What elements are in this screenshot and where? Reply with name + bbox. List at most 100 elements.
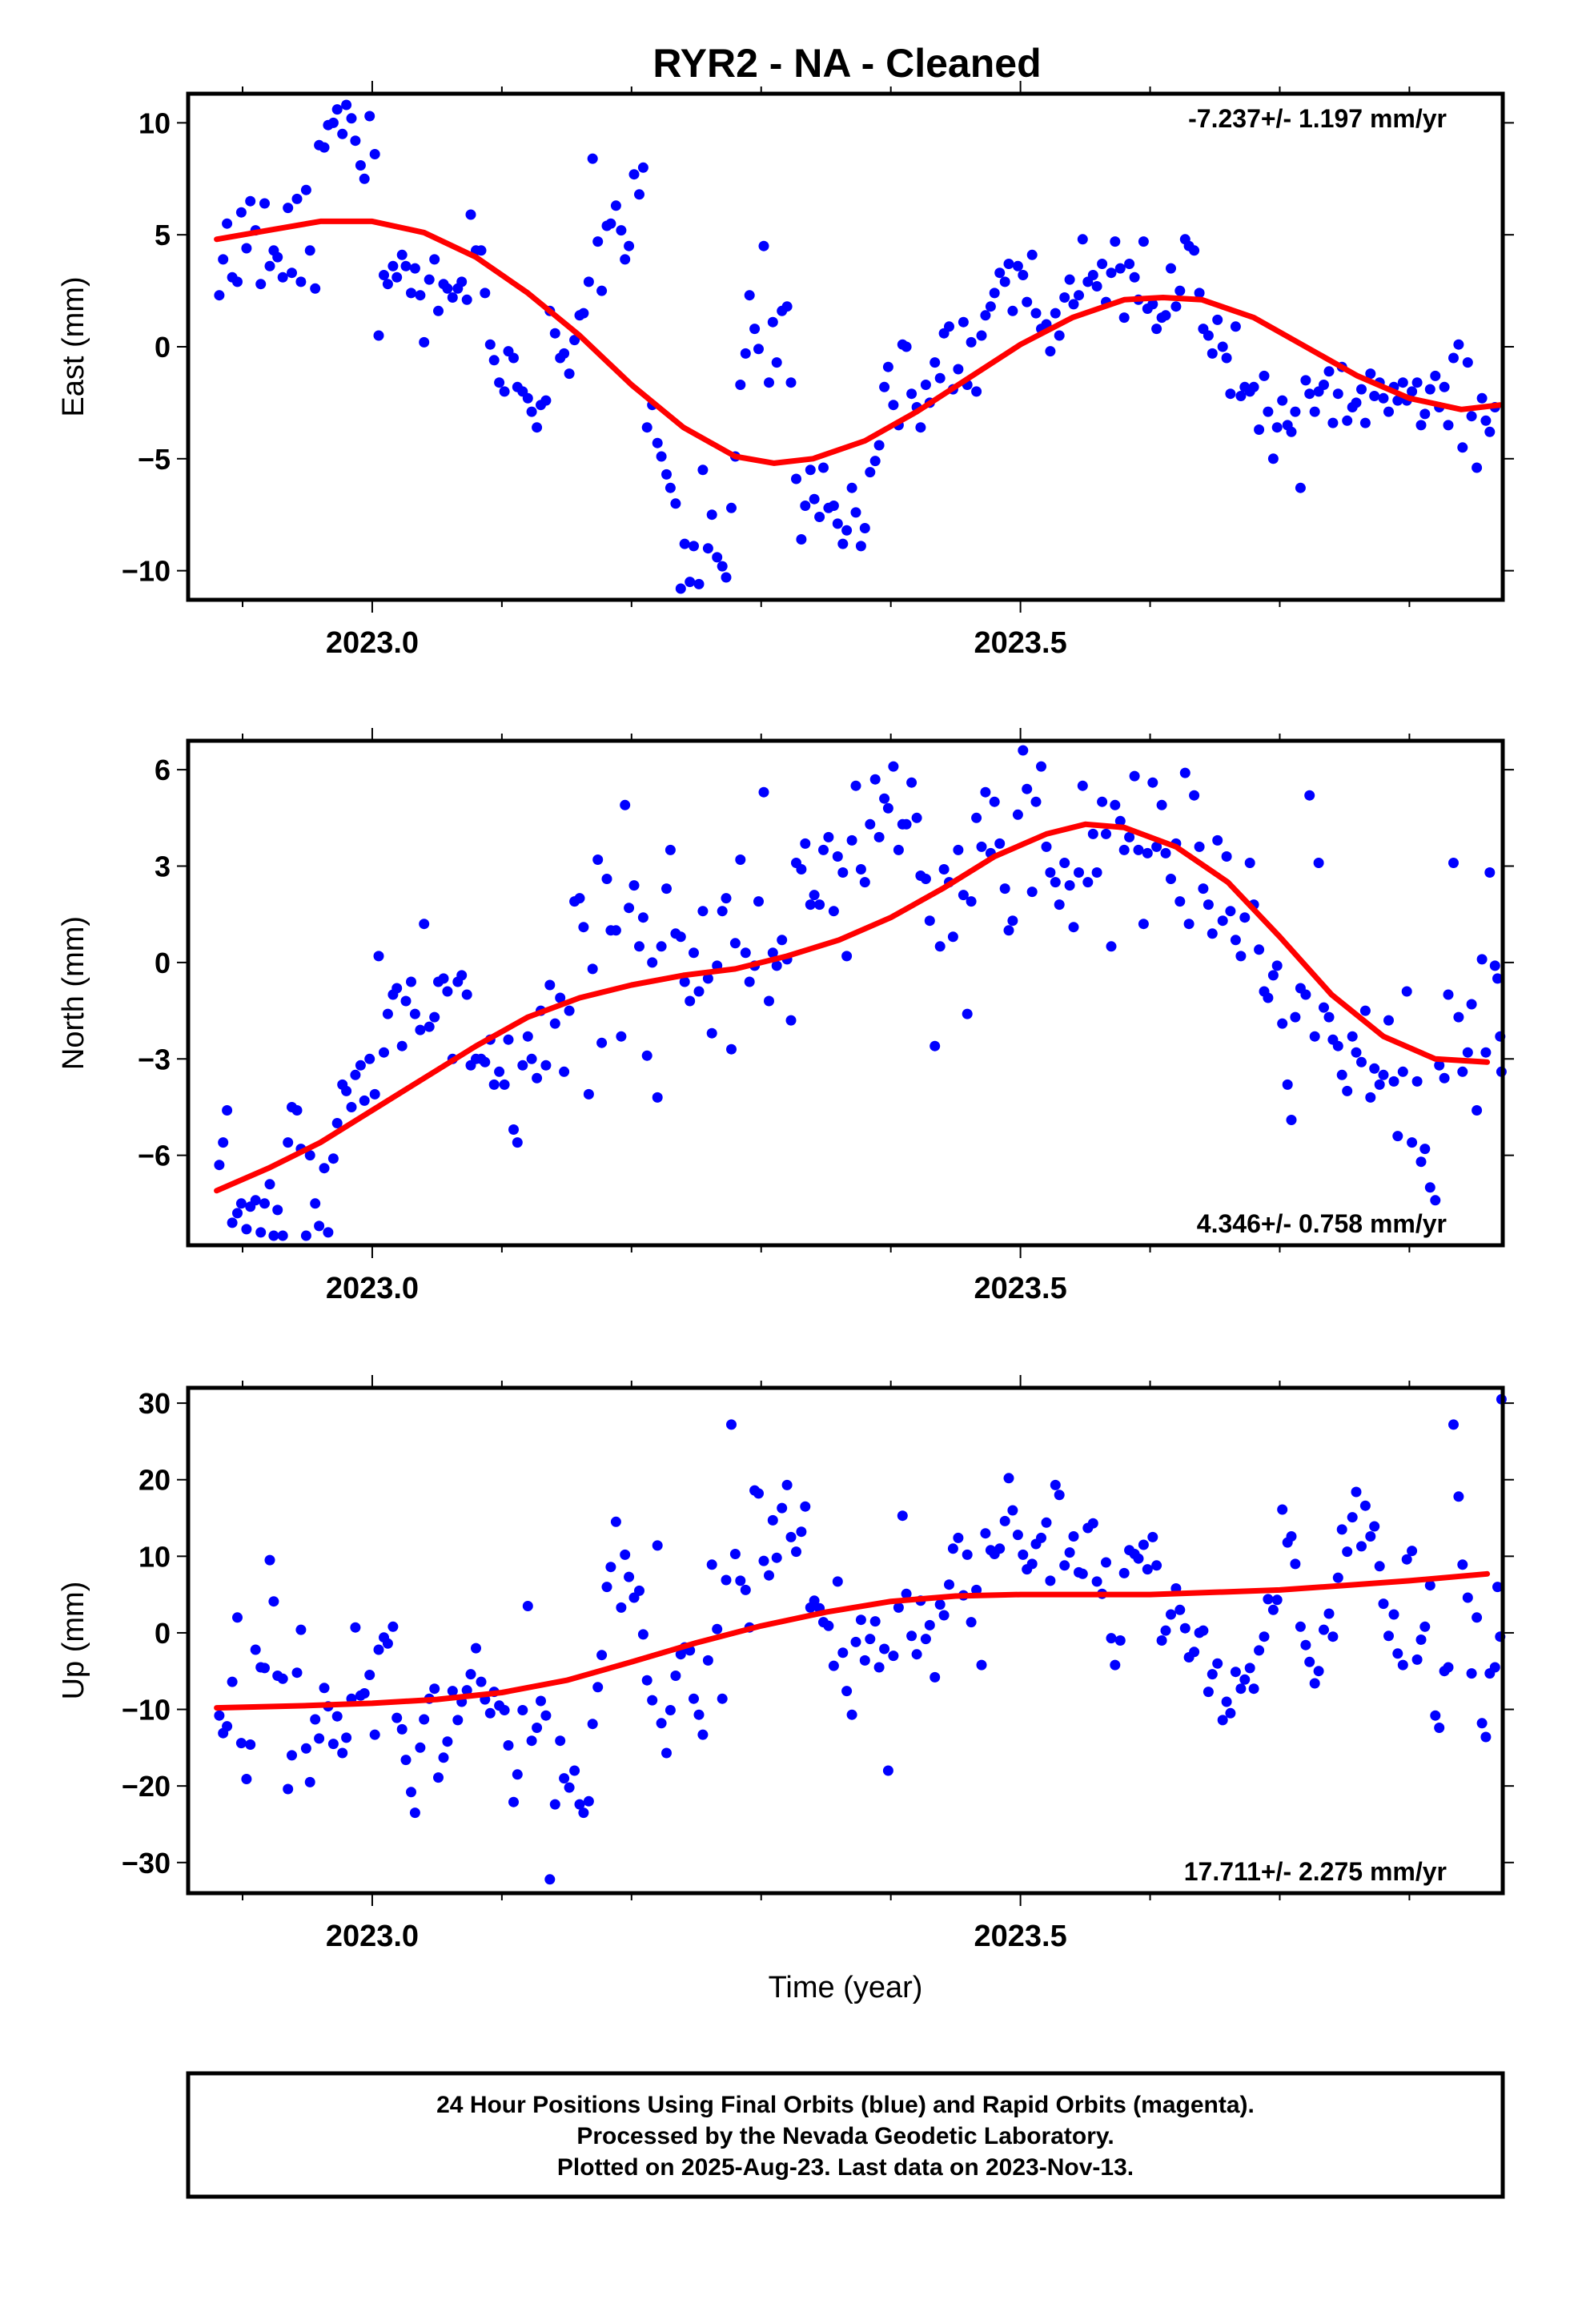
north-data-point [1374,1079,1385,1090]
north-data-point [1263,992,1274,1003]
up-data-point [717,1693,728,1704]
north-data-point [379,1047,389,1058]
up-data-point [1198,1625,1209,1636]
up-data-point [652,1540,663,1551]
east-data-point [1462,357,1473,368]
north-data-point [319,1163,330,1174]
north-data-point [512,1137,523,1148]
north-data-point [310,1198,321,1209]
up-data-point [1462,1592,1473,1603]
up-data-point [291,1667,303,1679]
up-data-point [740,1584,751,1595]
north-data-point [616,1031,627,1042]
east-data-point [934,372,946,384]
east-data-point [873,440,885,451]
up-data-point [1457,1559,1468,1570]
east-data-point [869,456,881,467]
north-data-point [873,831,885,842]
north-y-axis-label: North (mm) [57,916,90,1070]
up-data-point [337,1747,348,1759]
up-frame [186,1385,1505,1896]
east-x-tick-label: 2023.5 [974,626,1066,660]
east-data-point [526,406,537,417]
north-data-point [832,851,843,862]
north-data-point [1323,1011,1335,1023]
up-data-point [1359,1500,1371,1511]
up-data-point [846,1709,857,1720]
east-data-point [1124,259,1135,269]
east-data-point [346,113,357,124]
up-data-point [1248,1683,1259,1695]
up-data-point [415,1742,426,1753]
up-data-point [1166,1609,1176,1620]
up-data-point [944,1579,954,1590]
north-data-point [291,1105,303,1116]
up-y-tick-label: −30 [122,1847,171,1880]
east-y-tick-label: 0 [155,331,171,364]
north-data-point [331,1118,343,1128]
north-x-tick-label: 2023.5 [974,1272,1066,1305]
north-data-point [837,867,849,878]
east-data-point [781,301,793,312]
up-data-point [1378,1598,1389,1610]
north-data-point [920,874,931,884]
up-data-point [1277,1504,1288,1515]
up-data-point [1012,1530,1023,1541]
north-data-point [758,786,769,798]
north-data-point [1054,899,1065,911]
east-data-point [373,330,384,341]
north-data-point [1351,1047,1362,1058]
up-data-point [1295,1621,1306,1632]
north-data-point [1342,1085,1353,1096]
east-data-point [214,290,225,301]
up-data-point [1411,1654,1423,1665]
up-data-point [1383,1630,1394,1642]
east-data-point [232,276,243,287]
north-y-tick-label: −3 [138,1043,171,1076]
north-data-point [373,951,384,962]
up-data-point [656,1718,667,1729]
east-data-point [415,290,426,301]
up-data-point [1489,1662,1500,1673]
up-data-point [924,1619,935,1630]
north-data-point [911,812,922,823]
up-data-point [601,1582,612,1593]
north-data-point [1045,867,1056,878]
up-y-tick-label: 10 [139,1540,171,1573]
up-y-tick-label: 20 [139,1464,171,1497]
up-data-point [1212,1658,1223,1669]
north-data-point [1068,922,1079,933]
north-data-point [879,793,890,804]
north-data-point [1239,912,1251,923]
east-data-point [300,184,311,195]
east-data-point [764,377,774,388]
up-data-point [1230,1667,1241,1678]
up-data-point [906,1630,917,1642]
east-data-point [1411,377,1423,388]
up-data-point [245,1739,256,1750]
north-data-point [1050,877,1061,888]
up-data-point [1179,1622,1191,1634]
up-data-point [1424,1580,1435,1591]
east-data-point [596,285,608,296]
north-data-point [508,1124,519,1135]
north-data-point [396,1040,408,1051]
east-data-point [1174,285,1186,296]
north-y-tick-label: −6 [138,1140,171,1172]
up-data-point [1492,1582,1503,1593]
up-data-point [532,1723,543,1733]
east-data-point [735,380,746,390]
up-data-point [227,1676,238,1687]
east-data-point [906,388,917,400]
up-data-point [791,1546,801,1558]
up-x-tick-label: 2023.0 [326,1920,419,1953]
east-data-point [369,149,380,159]
east-data-point [222,218,233,229]
north-data-point [1041,841,1052,852]
up-x-tick-label: 2023.5 [974,1920,1066,1953]
east-data-point [994,267,1006,279]
up-y-tick-label: 30 [139,1387,171,1420]
up-data-point [1203,1687,1214,1698]
north-data-point [283,1137,294,1148]
east-data-point [522,392,533,404]
